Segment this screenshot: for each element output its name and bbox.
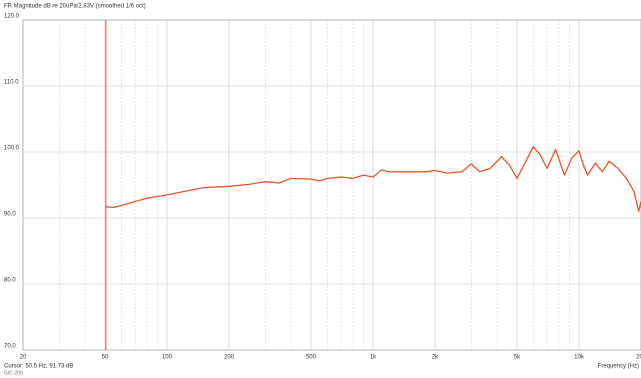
x-tick-label: 50 [102, 355, 109, 361]
y-tick-label: 100.0 [4, 146, 20, 152]
y-tick-label: 120.0 [4, 14, 20, 20]
x-axis-label: Frequency (Hz) [598, 364, 639, 370]
y-tick-label: 90.0 [4, 212, 16, 218]
x-tick-label: 200 [224, 355, 235, 361]
plot-frame [22, 19, 641, 351]
x-tick-label: 10k [574, 355, 585, 361]
x-tick-label: 5k [514, 355, 521, 361]
y-tick-label: 80.0 [4, 278, 16, 284]
x-tick-label: 2k [432, 355, 439, 361]
x-tick-label: 20 [20, 355, 27, 361]
cursor-readout: Cursor: 50.5 Hz, 91.73 dB [4, 364, 73, 370]
x-tick-label: 1k [370, 355, 377, 361]
x-tick-label: 500 [306, 355, 317, 361]
y-tick-label: 110.0 [4, 80, 19, 86]
chart-title: FR Magnitude dB re 20uPa/2.83V (smoothed… [4, 4, 146, 10]
footnote: GIC-200 [4, 370, 23, 376]
y-tick-label: 70.0 [4, 344, 16, 350]
x-tick-label: 20k [636, 355, 641, 361]
x-tick-label: 100 [162, 355, 173, 361]
fr-line [105, 146, 641, 213]
